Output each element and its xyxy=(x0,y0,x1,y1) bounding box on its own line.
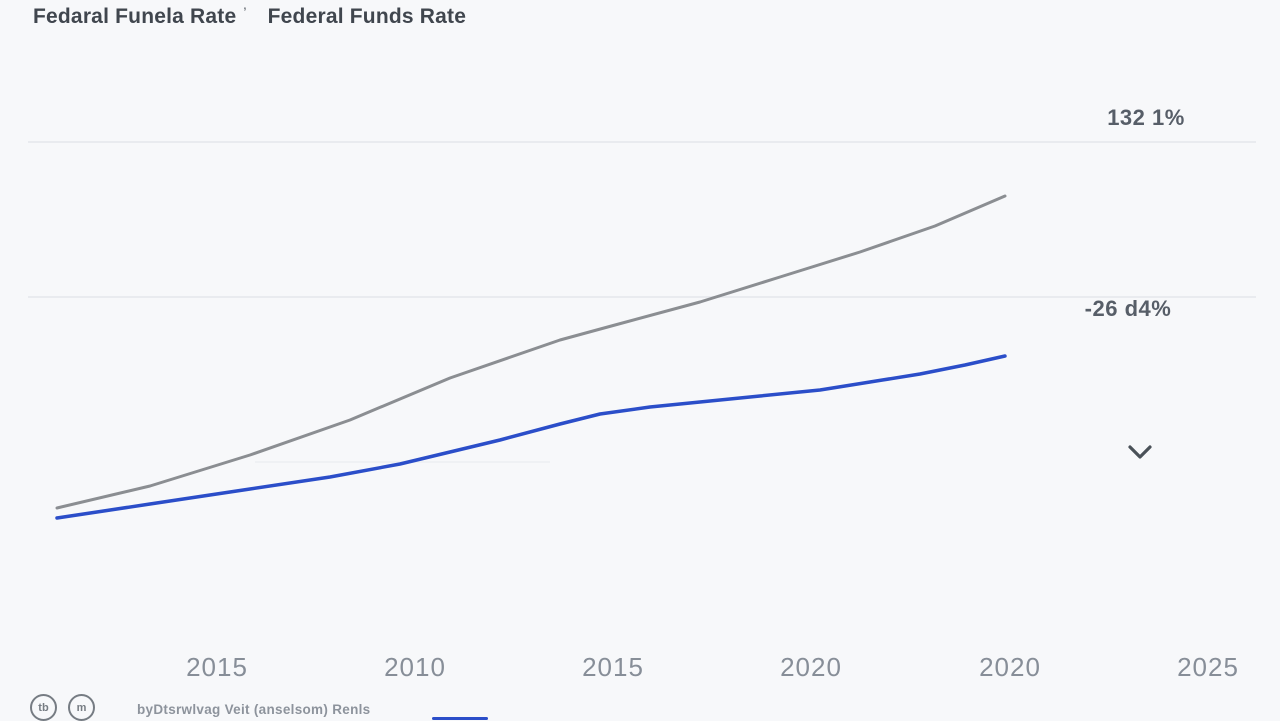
attribution-text: byDtsrwlvag Veit (anselsom) Renls xyxy=(137,702,371,717)
chart-header: Fedaral Funela Rate ’ Federal Funds Rate xyxy=(33,5,466,29)
cc-attribution-glyph: m xyxy=(76,701,87,714)
chart-footer: tb m byDtsrwlvag Veit (anselsom) Renls xyxy=(30,694,370,721)
chart-title: Federal Funds Rate xyxy=(267,5,467,28)
cc-attribution-icon[interactable]: m xyxy=(68,694,95,721)
cc-license-icon[interactable]: tb xyxy=(30,694,57,721)
chart-title-ghost: Fedaral Funela Rate xyxy=(33,5,237,28)
lower-blue-series-line xyxy=(55,354,1007,520)
upper-gray-series-line xyxy=(55,194,1007,510)
footer-underline xyxy=(432,717,488,720)
cc-license-glyph: tb xyxy=(38,701,49,714)
chevron-down-icon[interactable] xyxy=(1126,444,1154,462)
title-tick-mark: ’ xyxy=(243,6,247,18)
